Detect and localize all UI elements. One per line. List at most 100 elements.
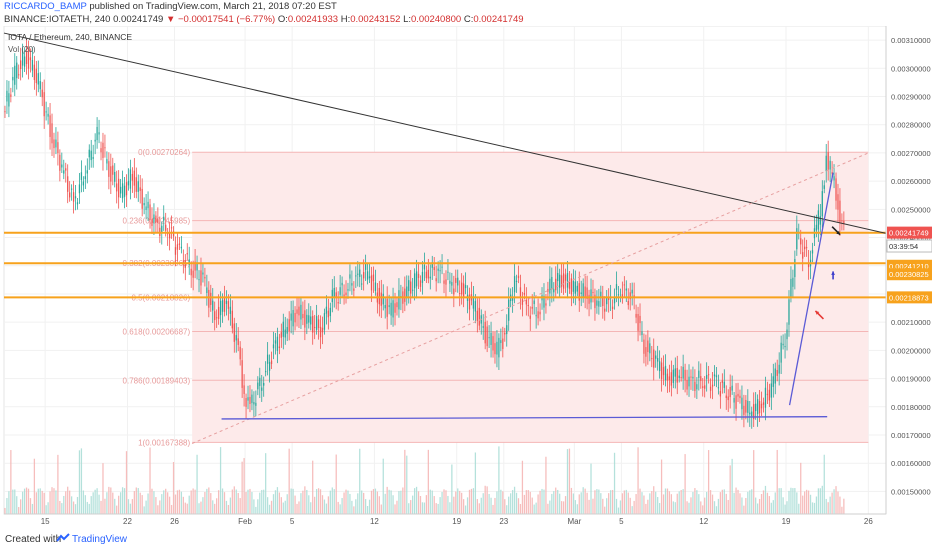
candle-body <box>312 316 314 333</box>
candle-body <box>143 203 145 206</box>
candle-body <box>282 321 284 337</box>
candle-body <box>223 298 226 312</box>
candle-body <box>21 51 24 66</box>
candle-body <box>594 294 596 309</box>
volume-bar <box>241 461 243 514</box>
candle-body <box>408 280 410 292</box>
candle-body <box>443 280 445 284</box>
candle-body <box>731 385 733 391</box>
candle-body <box>570 278 573 295</box>
volume-bar <box>439 497 441 514</box>
volume-bar <box>500 489 502 514</box>
volume-bar <box>511 490 514 514</box>
volume-bar <box>484 485 486 514</box>
x-tick-label: 15 <box>41 517 50 526</box>
volume-bar <box>743 505 745 514</box>
candle-body <box>717 387 720 389</box>
volume-bar <box>112 492 114 514</box>
volume-bar <box>604 506 606 514</box>
volume-bar <box>594 490 596 514</box>
volume-bar <box>363 492 365 514</box>
volume-bar <box>400 490 402 514</box>
price-chart[interactable]: 0(0.00270264)0.236(0.00245985)0.382(0.00… <box>0 26 932 526</box>
candle-body <box>755 403 757 412</box>
candle-body <box>645 347 647 357</box>
volume-bar <box>668 491 671 514</box>
volume-bar <box>711 494 714 514</box>
volume-bar <box>361 490 363 514</box>
candle-body <box>719 391 722 397</box>
candle-body <box>57 142 59 154</box>
candle-body <box>37 73 39 85</box>
volume-bar <box>700 501 702 514</box>
volume-bar <box>827 502 829 514</box>
volume-bar <box>263 489 265 514</box>
candle-body <box>255 402 257 406</box>
price-tag-bg <box>886 239 932 253</box>
volume-bar <box>280 497 282 514</box>
volume-bar <box>237 492 239 514</box>
candle-body <box>265 371 267 373</box>
candle-body <box>216 317 218 319</box>
indicator-label: Vol (20) <box>8 45 36 54</box>
candle-body <box>821 191 823 217</box>
volume-bar <box>129 503 132 514</box>
volume-bar <box>553 491 555 514</box>
candle-body <box>825 155 827 172</box>
volume-bar <box>272 494 275 514</box>
volume-bar <box>841 506 843 514</box>
y-tick-label: 0.00270000 <box>891 149 931 158</box>
candle-body <box>296 309 298 314</box>
candle-body <box>653 349 655 368</box>
volume-bar <box>435 503 437 514</box>
volume-bar <box>63 495 65 514</box>
candle-body <box>137 181 139 192</box>
candle-body <box>502 338 504 349</box>
price-tag-bg <box>887 226 932 239</box>
volume-bar <box>417 491 420 514</box>
volume-bar <box>59 500 61 514</box>
tradingview-brand[interactable]: TradingView <box>72 534 128 545</box>
volume-bar <box>296 503 298 514</box>
candle-body <box>372 274 375 282</box>
candle-body <box>721 380 723 383</box>
volume-bar <box>374 488 377 514</box>
candle-body <box>384 305 386 309</box>
candle-body <box>333 287 335 298</box>
volume-bar <box>490 497 492 514</box>
volume-bar <box>682 489 684 514</box>
candle-body <box>553 289 555 293</box>
volume-bar <box>649 493 651 514</box>
candle-body <box>104 147 106 149</box>
volume-bar <box>653 486 655 514</box>
volume-bar <box>292 488 294 514</box>
candle-body <box>74 196 77 199</box>
volume-bar <box>239 498 241 514</box>
candle-body <box>707 374 710 376</box>
y-tick-label: 0.00260000 <box>891 177 931 186</box>
author-link[interactable]: RICCARDO_BAMP <box>4 1 87 12</box>
candle-body <box>110 166 112 182</box>
candle-body <box>745 399 747 413</box>
volume-bar <box>325 503 328 514</box>
volume-bar <box>245 491 247 514</box>
candle-body <box>496 341 498 355</box>
volume-bar <box>774 492 776 514</box>
candle-body <box>190 268 192 276</box>
candle-body <box>182 261 184 263</box>
candle-body <box>711 384 714 387</box>
volume-bar <box>819 488 821 514</box>
candle-body <box>355 275 357 277</box>
volume-bar <box>449 502 451 514</box>
volume-bar <box>798 503 800 514</box>
volume-bar <box>65 491 67 514</box>
candle-body <box>178 243 181 245</box>
volume-bar <box>751 489 753 514</box>
volume-bar <box>170 504 173 514</box>
volume-bar <box>778 488 780 514</box>
candle-body <box>702 386 704 388</box>
candle-body <box>602 296 604 307</box>
candle-body <box>212 300 214 311</box>
volume-bar <box>265 453 267 514</box>
candle-body <box>753 404 755 420</box>
